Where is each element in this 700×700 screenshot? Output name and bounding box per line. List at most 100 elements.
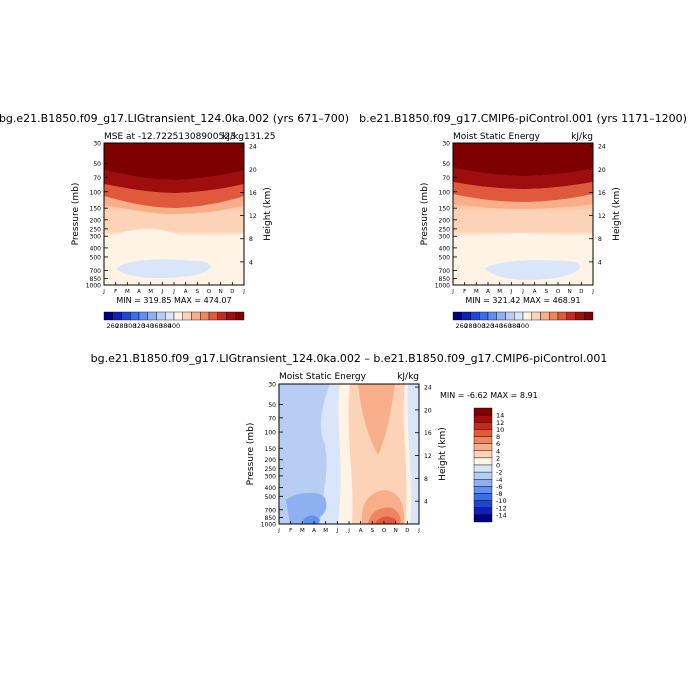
panel-1-subtitle-overlap: 131.25 — [244, 132, 276, 142]
x-tick-label: J — [521, 289, 524, 295]
colorbar-swatch — [473, 443, 493, 451]
panel-3-region-neg-4 — [279, 384, 330, 524]
panel-1-title: bg.e21.B1850.f09_g17.LIGtransient_124.0k… — [0, 112, 349, 125]
x-tick-label: A — [312, 528, 316, 534]
colorbar-swatch — [182, 311, 192, 321]
panel-1-height-label: Height (km) — [263, 187, 273, 241]
panel-2-y-label: Pressure (mb) — [420, 183, 430, 246]
panel-2-stats: MIN = 321.42 MAX = 468.91 — [465, 296, 580, 305]
colorbar-label: -8 — [496, 490, 502, 498]
panel-1-subtitle-right: kJ/kg — [222, 132, 244, 142]
colorbar-swatch — [461, 311, 471, 321]
colorbar-label: 340 — [142, 322, 154, 330]
panel-3-height-label: Height (km) — [438, 427, 448, 481]
x-tick-label: M — [323, 528, 328, 534]
colorbar-swatch — [557, 311, 567, 321]
colorbar-swatch — [473, 486, 493, 494]
y-tick-label: 200 — [90, 217, 102, 224]
colorbar-swatch — [540, 311, 550, 321]
colorbar-swatch — [191, 311, 201, 321]
colorbar-label: 400 — [168, 322, 180, 330]
y-tick-label: 700 — [439, 268, 451, 275]
x-tick-label: J — [336, 528, 339, 534]
panel-1-field — [104, 143, 244, 285]
colorbar-swatch — [473, 457, 493, 466]
colorbar-label: 8 — [496, 433, 500, 441]
x-tick-label: D — [405, 528, 409, 534]
colorbar-label: 10 — [496, 426, 504, 434]
colorbar-swatch — [496, 311, 506, 321]
colorbar-label: -12 — [496, 504, 507, 512]
height-tick-label: 20 — [424, 407, 432, 414]
colorbar-swatch — [156, 311, 166, 321]
panel-1-contour-340 — [104, 184, 244, 208]
x-tick-label: N — [394, 528, 398, 534]
y-tick-label: 50 — [93, 161, 101, 168]
panel-2-height-label: Height (km) — [612, 187, 622, 241]
height-tick-label: 4 — [424, 499, 428, 506]
x-tick-label: M — [300, 528, 305, 534]
colorbar-swatch — [531, 311, 541, 321]
x-tick-label: S — [196, 289, 200, 295]
y-tick-label: 850 — [90, 276, 102, 283]
x-tick-label: A — [184, 289, 188, 295]
panel-2-title: b.e21.B1850.f09_g17.CMIP6-piControl.001 … — [359, 112, 687, 125]
y-tick-label: 1000 — [86, 283, 101, 290]
colorbar-swatch — [138, 311, 148, 321]
colorbar-label: 12 — [496, 419, 504, 427]
colorbar-swatch — [147, 311, 157, 321]
y-tick-label: 150 — [265, 446, 277, 453]
height-tick-label: 16 — [598, 190, 606, 197]
x-tick-label: N — [568, 289, 572, 295]
colorbar-swatch — [473, 464, 493, 473]
x-tick-label: J — [591, 289, 594, 295]
y-tick-label: 250 — [90, 226, 102, 233]
height-tick-label: 20 — [249, 167, 257, 174]
panel-3-subtitle-right: kJ/kg — [397, 372, 419, 382]
colorbar-swatch — [121, 311, 131, 321]
y-tick-label: 70 — [93, 175, 101, 182]
colorbar-swatch — [473, 479, 493, 487]
panel-3-height-ticks: 24 20 16 12 8 4 — [415, 385, 432, 506]
colorbar-label: 300 — [473, 322, 485, 330]
colorbar-swatch — [217, 311, 227, 321]
y-tick-label: 250 — [439, 226, 451, 233]
colorbar-swatch — [479, 311, 489, 321]
height-tick-label: 4 — [249, 259, 253, 266]
height-tick-label: 12 — [598, 213, 606, 220]
panel-1-contour-330 — [104, 196, 244, 214]
x-tick-label: A — [533, 289, 537, 295]
colorbar-swatch — [470, 311, 480, 321]
colorbar-label: 4 — [496, 447, 500, 455]
y-tick-label: 700 — [265, 507, 277, 514]
height-tick-label: 16 — [249, 190, 257, 197]
height-tick-label: 4 — [598, 259, 602, 266]
y-tick-label: 400 — [439, 245, 451, 252]
x-tick-label: J — [102, 289, 105, 295]
panel-3-stats: MIN = -6.62 MAX = 8.91 — [440, 391, 538, 400]
panel-3-region-pos-4 — [358, 384, 395, 455]
panel-3-title: bg.e21.B1850.f09_g17.LIGtransient_124.0k… — [91, 352, 608, 365]
colorbar-swatch — [473, 414, 493, 423]
panel-2-contour-330 — [453, 194, 593, 209]
colorbar-label: -6 — [496, 483, 502, 491]
y-tick-label: 30 — [442, 141, 450, 148]
y-tick-label: 100 — [90, 189, 102, 196]
x-tick-label: J — [417, 528, 420, 534]
panel-3-region-right-neg — [407, 384, 419, 524]
x-tick-label: J — [277, 528, 280, 534]
colorbar-swatch — [130, 311, 140, 321]
y-tick-label: 400 — [90, 245, 102, 252]
height-tick-label: 24 — [249, 144, 257, 151]
y-tick-label: 300 — [439, 234, 451, 241]
panel-2-contour-340 — [453, 182, 593, 202]
y-tick-label: 500 — [90, 254, 102, 261]
colorbar-label: -10 — [496, 497, 507, 505]
y-tick-label: 30 — [268, 382, 276, 389]
panel-3-region-neg-6 — [286, 492, 327, 524]
